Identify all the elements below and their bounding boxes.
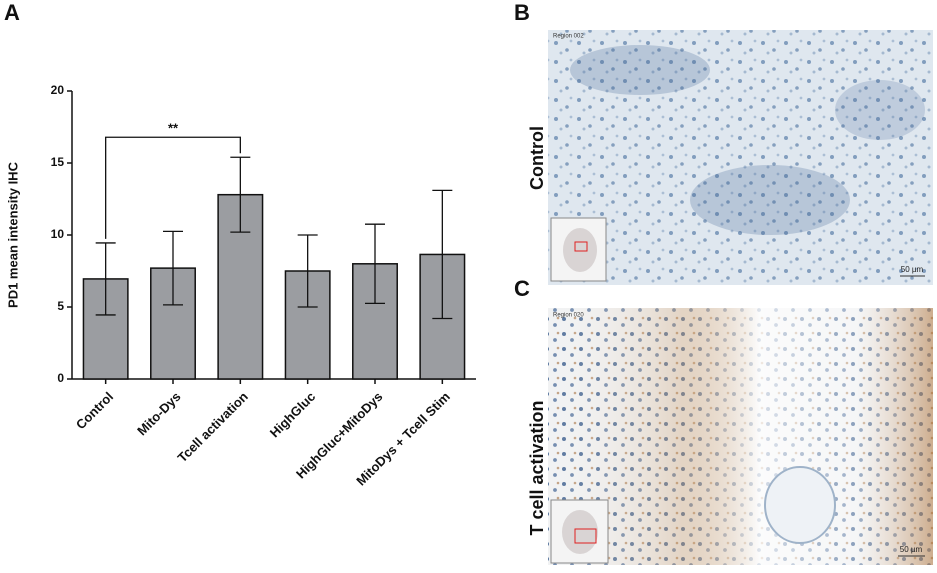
region-label: Region 020 [553,313,584,319]
inset-tissue [563,228,597,272]
image-label: T cell activation [527,400,547,535]
scale-label: 50 µm [900,545,923,554]
image-label: Control [527,126,547,190]
tissue-shade [690,165,850,235]
y-tick-label: 20 [51,83,65,97]
significance-bracket [105,136,241,239]
y-tick-label: 0 [57,371,64,385]
inset-tissue [562,510,598,554]
scale-label: 50 µm [901,265,924,274]
stain-overlay [548,308,933,565]
inset-box [574,241,588,252]
y-axis-label: PD1 mean intensity IHC [5,161,20,308]
y-tick-label: 15 [51,155,65,169]
x-tick-label: HighGluc [267,389,318,440]
x-tick-label: Control [73,389,116,432]
significance-label: ** [168,121,179,136]
tissue-shade [835,80,925,140]
panel-label: B [514,0,530,25]
y-tick-label: 10 [51,227,65,241]
vessel [764,466,836,544]
y-tick-label: 5 [57,299,64,313]
panel-label: A [4,0,20,25]
micrograph [548,30,933,285]
x-tick-label: Tcell activation [175,389,251,465]
region-label: Region 002 [553,34,584,40]
inset-box [574,528,597,544]
tissue-shade [570,45,710,95]
panel-label: C [514,276,530,301]
x-tick-label: Mito-Dys [134,389,183,438]
